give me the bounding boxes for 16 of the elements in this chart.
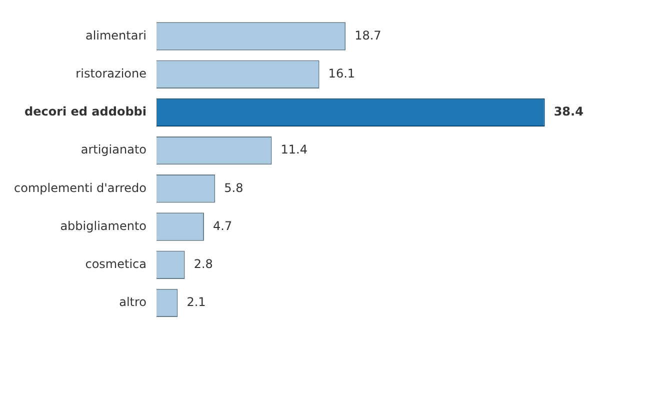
data-label: 18.7 <box>354 28 382 42</box>
y-tick-label: ristorazione <box>76 66 146 80</box>
data-label: 16.1 <box>328 66 356 80</box>
y-tick-label: artigianato <box>80 142 146 157</box>
data-label: 38.4 <box>554 104 584 119</box>
data-label: 11.4 <box>280 142 308 157</box>
data-label: 5.8 <box>224 180 244 195</box>
y-tick-label: decori ed addobbi <box>24 104 146 119</box>
data-label: 4.7 <box>213 218 232 233</box>
data-label: 2.1 <box>186 295 206 310</box>
y-tick-label: alimentari <box>85 28 146 42</box>
data-label: 2.8 <box>194 256 213 271</box>
y-tick-label: complementi d'arredo <box>14 180 146 195</box>
y-tick-label: abbigliamento <box>60 218 146 233</box>
y-tick-label: cosmetica <box>85 256 146 271</box>
y-tick-label: altro <box>119 295 146 310</box>
